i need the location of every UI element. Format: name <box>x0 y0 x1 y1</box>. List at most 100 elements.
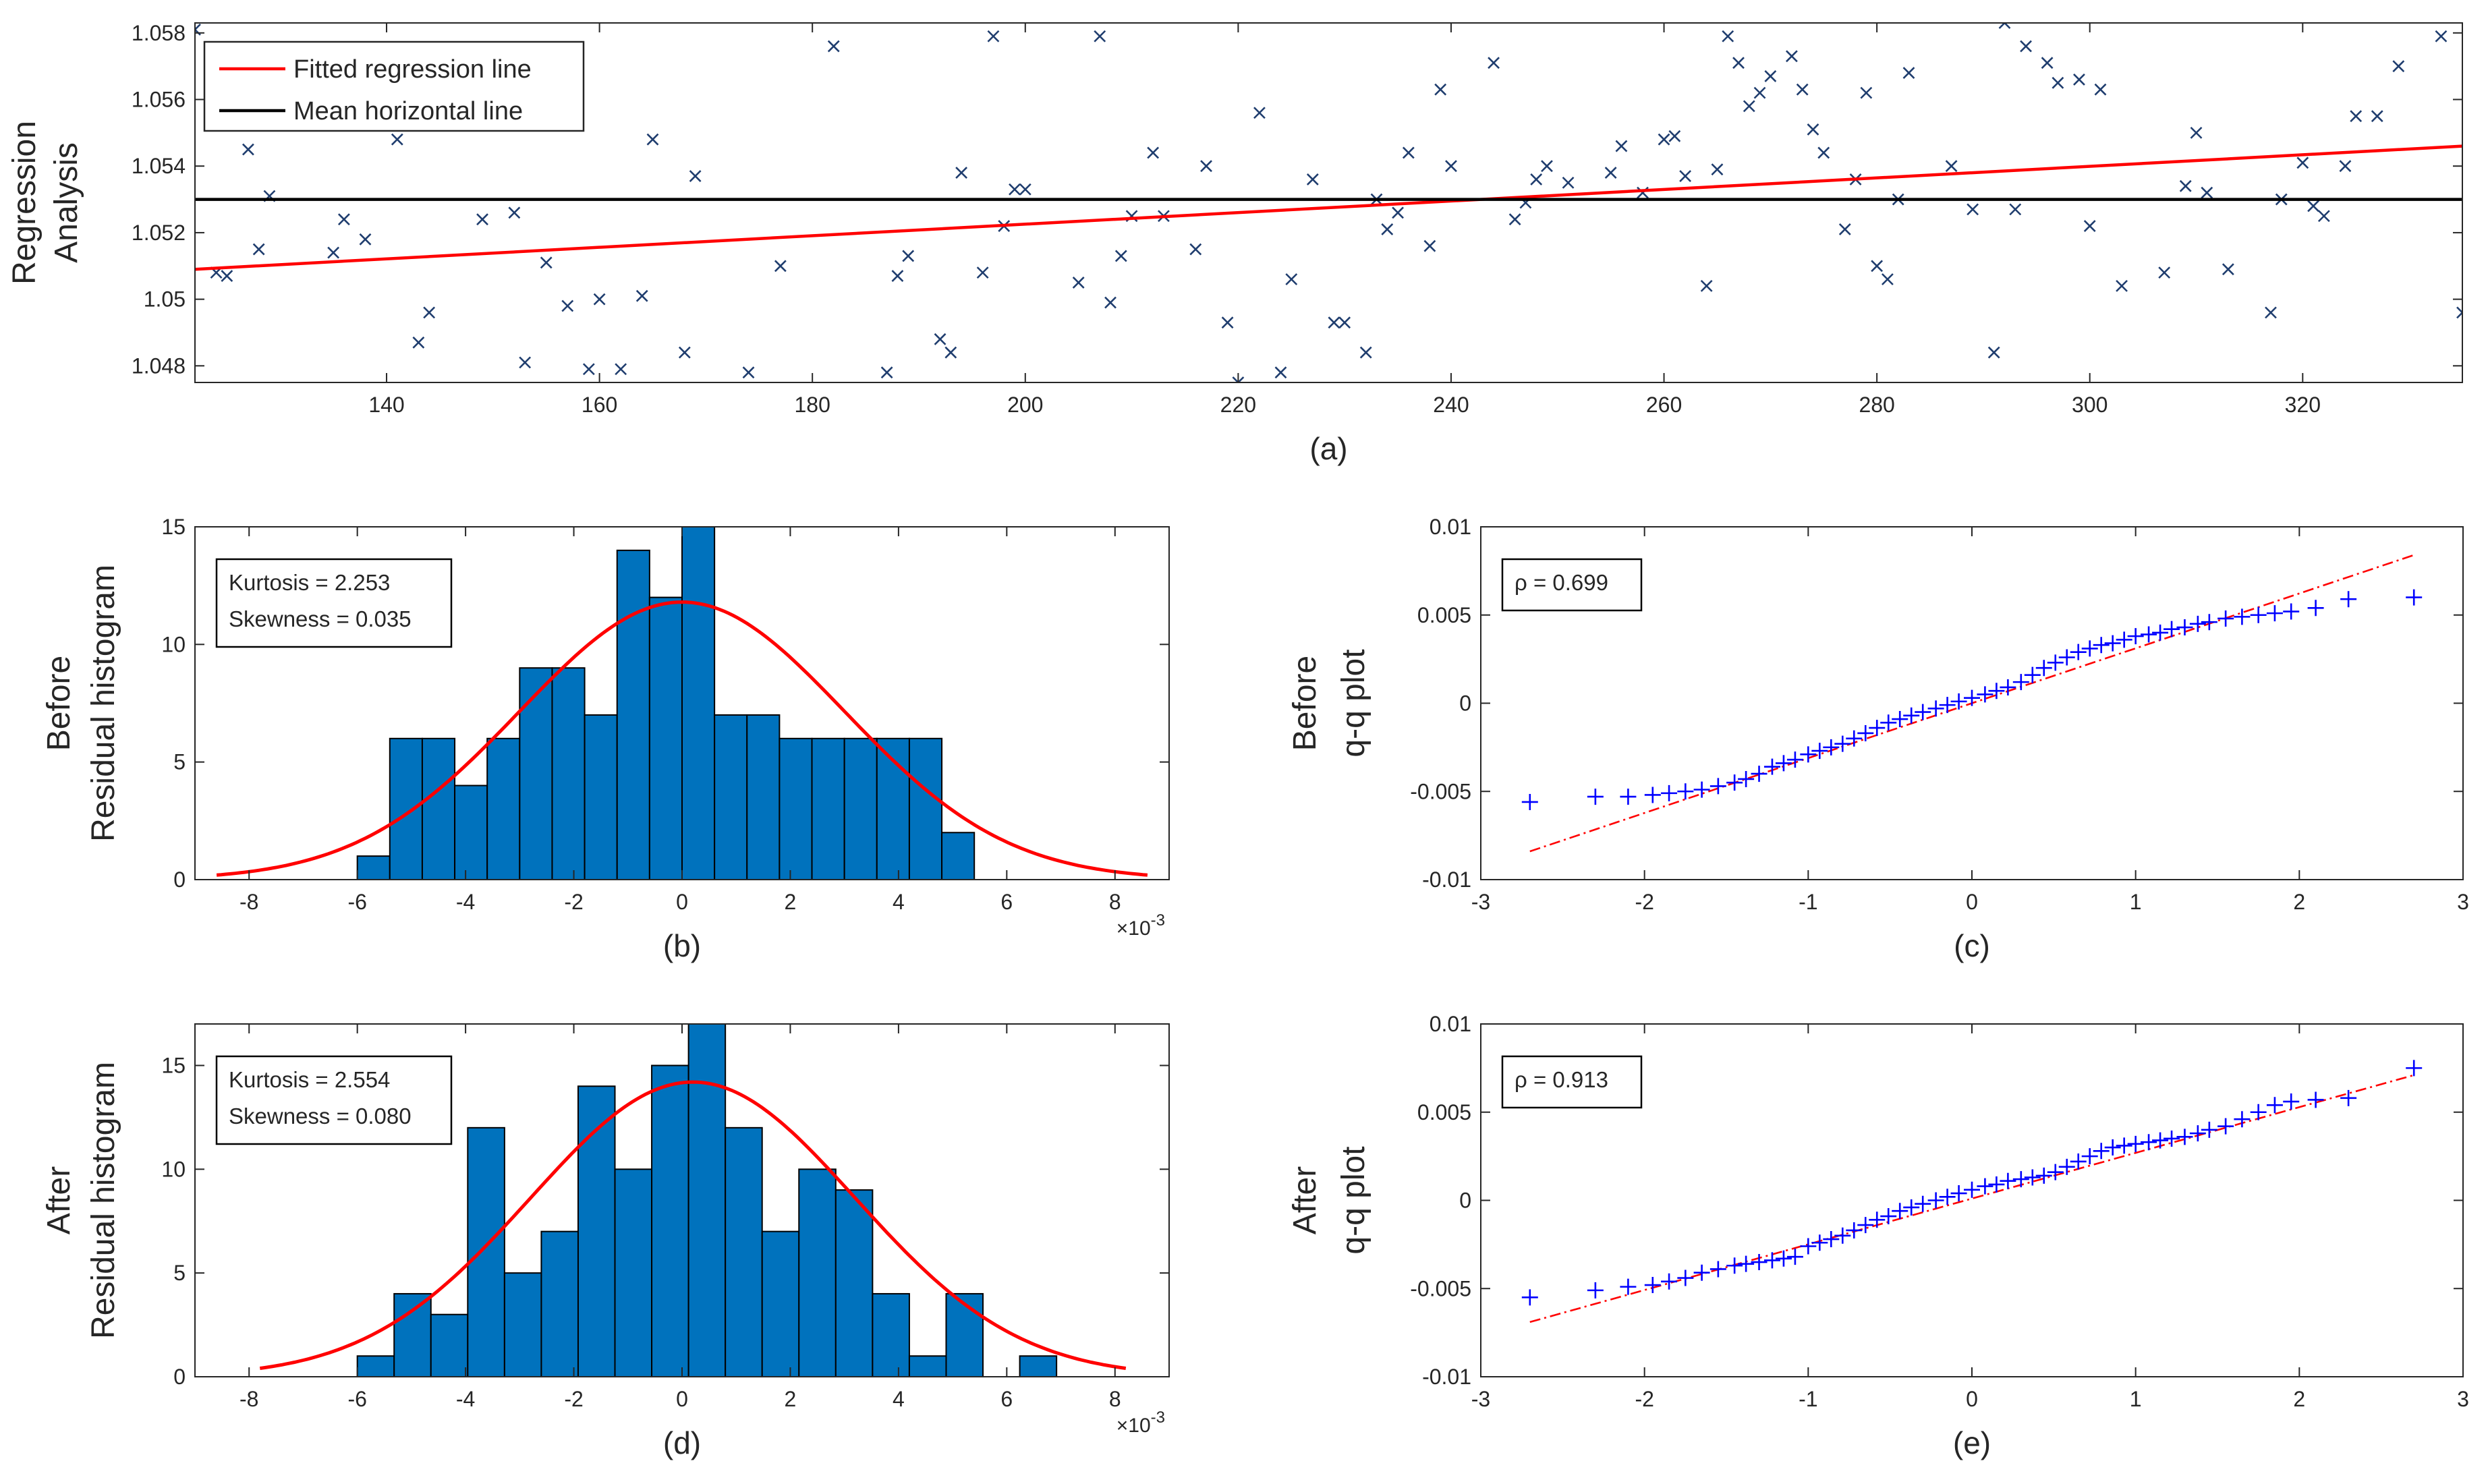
x-exponent-base: ×10 <box>1116 1415 1151 1437</box>
data-point <box>1945 160 1958 173</box>
data-point <box>2000 1172 2016 1189</box>
data-point <box>1811 1234 1828 1251</box>
stats-annotation-box <box>1501 1055 1643 1109</box>
data-point <box>1743 100 1755 113</box>
data-point <box>1709 778 1726 795</box>
y-tick-label: 5 <box>173 750 186 774</box>
data-point <box>1722 30 1734 42</box>
data-point <box>1880 1208 1897 1225</box>
panel-c-marks <box>1521 554 2423 853</box>
data-point <box>1253 107 1266 119</box>
histogram-bar <box>356 1355 395 1377</box>
data-point <box>2296 156 2309 169</box>
histogram-bar <box>551 667 586 880</box>
normal-fit-curve <box>259 1080 1127 1370</box>
data-point <box>2176 1129 2193 1145</box>
data-point <box>2189 1125 2206 1142</box>
x-tick-label: -6 <box>347 1387 366 1411</box>
x-tick-label: 4 <box>893 890 905 914</box>
data-point <box>242 143 254 156</box>
histogram-bar <box>761 1230 800 1377</box>
data-point <box>2179 179 2192 192</box>
data-point <box>2266 605 2283 622</box>
stats-annotation-box <box>215 558 453 648</box>
histogram-bar <box>421 737 456 880</box>
panel-a-regression: 140 160 180 200 220 240 260 280 300 320 1.048 1.05 1… <box>7 21 2463 466</box>
data-point <box>2456 306 2462 319</box>
x-tick-label: 220 <box>1220 393 1256 417</box>
data-point <box>1902 67 1915 79</box>
data-point <box>1434 83 1447 96</box>
data-point <box>2104 635 2121 652</box>
data-point <box>2024 1169 2041 1186</box>
panel-b-histogram: -8 -6 -4 -2 0 2 4 6 8 0 5 10 15 Before Residual histog… <box>41 515 1170 963</box>
data-point <box>1763 758 1780 775</box>
data-point <box>1903 707 1920 724</box>
data-point <box>1587 1282 1604 1298</box>
data-point <box>1221 316 1234 329</box>
data-point <box>1738 770 1755 787</box>
histogram-bar <box>843 737 878 880</box>
stats-annotation-text: ρ = 0.913 <box>1515 1067 1608 1092</box>
data-point <box>1939 697 1956 714</box>
data-point <box>2093 1143 2110 1160</box>
data-point <box>1823 1231 1840 1248</box>
data-point <box>2435 30 2448 42</box>
data-point <box>2406 589 2423 606</box>
panel-d-histogram: -8 -6 -4 -2 0 2 4 6 8 0 5 10 15 After Residual histogr… <box>41 1023 1170 1460</box>
stats-annotation-text: Skewness = 0.080 <box>229 1104 412 1129</box>
panel-caption: (d) <box>663 1425 701 1460</box>
x-tick-label: -8 <box>239 890 258 914</box>
data-point <box>1445 160 1457 173</box>
data-point <box>2000 679 2016 695</box>
y-tick-label: 15 <box>161 1054 186 1078</box>
x-exponent-label: ×10-3 <box>1116 1408 1165 1437</box>
data-point <box>1530 173 1543 186</box>
data-point <box>1763 1252 1780 1269</box>
data-point <box>646 133 659 146</box>
x-tick-label: 0 <box>676 1387 688 1411</box>
data-point <box>1381 223 1394 235</box>
data-point <box>2217 1118 2234 1135</box>
data-point <box>2164 621 2180 637</box>
data-point <box>1977 686 1994 703</box>
panel-caption: (b) <box>663 928 701 963</box>
data-point <box>1807 123 1819 136</box>
data-point <box>2058 649 2075 666</box>
data-point <box>1860 86 1873 99</box>
data-point <box>1019 183 1031 196</box>
data-point <box>1693 1264 1710 1281</box>
data-point <box>1668 130 1681 142</box>
x-tick-label: 260 <box>1646 393 1682 417</box>
y-tick-label: 1.052 <box>132 221 186 245</box>
data-point <box>944 346 957 359</box>
data-point <box>615 363 627 376</box>
data-point <box>1620 1278 1637 1295</box>
x-tick-label: 280 <box>1859 393 1894 417</box>
panel-e-marks <box>1521 1060 2423 1323</box>
y-axis-label: Before <box>1287 656 1323 751</box>
data-point <box>1882 273 1894 285</box>
data-point <box>2093 637 2110 654</box>
data-point <box>519 356 532 369</box>
data-point <box>1775 1250 1792 1267</box>
data-point <box>1693 781 1710 798</box>
stats-annotation-box <box>1501 558 1643 612</box>
y-axis-label: After <box>1287 1166 1323 1234</box>
data-point <box>2283 1093 2300 1110</box>
y-tick-label: 1.054 <box>132 154 186 178</box>
data-point <box>2283 603 2300 620</box>
data-point <box>391 133 403 146</box>
data-point <box>1072 277 1085 289</box>
data-point <box>1338 316 1351 329</box>
x-tick-label: -4 <box>456 1387 475 1411</box>
y-tick-label: 0 <box>1459 1189 1471 1213</box>
y-tick-label: -0.01 <box>1422 867 1471 892</box>
axes-box <box>194 22 2463 383</box>
data-point <box>1677 783 1694 800</box>
data-point <box>1871 260 1884 273</box>
histogram-bar <box>519 667 553 880</box>
data-point <box>1285 273 1298 285</box>
data-point <box>1977 1178 1994 1195</box>
data-point <box>337 213 350 226</box>
